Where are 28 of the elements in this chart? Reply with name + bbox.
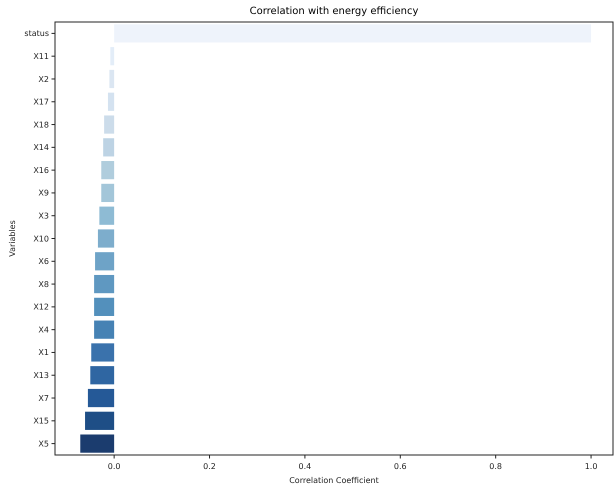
y-tick-label: X16 bbox=[33, 166, 49, 175]
y-tick-label: X2 bbox=[38, 74, 49, 84]
x-tick-label: 0.0 bbox=[108, 462, 121, 471]
x-tick-label: 1.0 bbox=[584, 462, 598, 471]
x-tick-label: 0.6 bbox=[394, 462, 407, 471]
x-axis-title: Correlation Coefficient bbox=[289, 476, 379, 485]
y-axis-title: Variables bbox=[8, 220, 17, 257]
chart-title: Correlation with energy efficiency bbox=[250, 6, 418, 17]
y-tick-label: status bbox=[24, 29, 49, 38]
y-tick-label: X5 bbox=[38, 439, 49, 448]
y-tick-label: X15 bbox=[33, 416, 49, 426]
x-tick-label: 0.8 bbox=[489, 462, 502, 471]
y-tick-label: X14 bbox=[33, 143, 49, 152]
x-tick-label: 0.2 bbox=[203, 462, 216, 471]
y-tick-label: X8 bbox=[38, 280, 49, 289]
y-tick-label: X12 bbox=[33, 302, 49, 312]
y-tick-label: X7 bbox=[38, 394, 49, 403]
y-tick-label: X6 bbox=[38, 257, 49, 266]
y-tick-label: X4 bbox=[38, 325, 49, 334]
y-tick-label: X3 bbox=[38, 212, 49, 221]
y-tick-label: X9 bbox=[38, 188, 49, 198]
y-tick-label: X18 bbox=[33, 120, 49, 130]
y-tick-label: X13 bbox=[33, 371, 49, 380]
y-tick-label: X11 bbox=[33, 52, 49, 61]
y-tick-label: X10 bbox=[33, 234, 49, 244]
y-tick-label: X17 bbox=[33, 98, 49, 107]
x-tick-label: 0.4 bbox=[298, 462, 312, 471]
y-tick-label: X1 bbox=[38, 348, 49, 358]
